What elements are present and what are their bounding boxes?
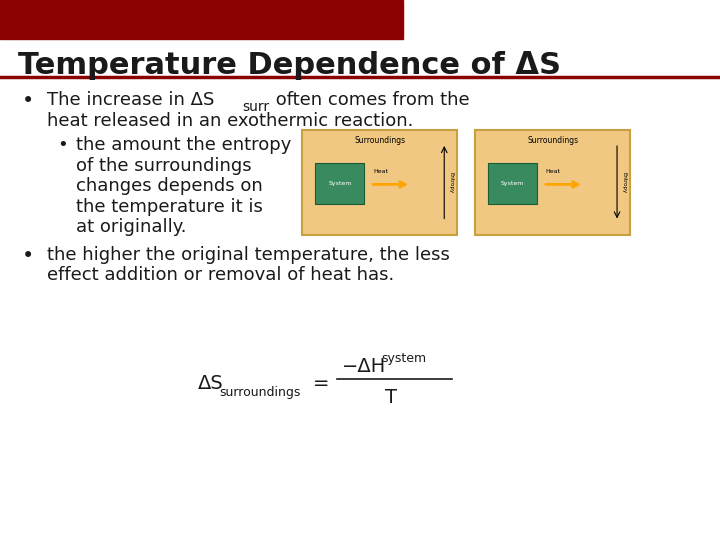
Text: ΔS: ΔS: [198, 374, 224, 393]
Text: system: system: [382, 352, 427, 365]
Text: Surroundings: Surroundings: [354, 136, 405, 145]
Text: heat released in an exothermic reaction.: heat released in an exothermic reaction.: [47, 112, 413, 130]
Text: the higher the original temperature, the less: the higher the original temperature, the…: [47, 246, 450, 264]
Text: the temperature it is: the temperature it is: [76, 198, 263, 215]
Text: surr: surr: [243, 100, 270, 114]
Text: the amount the entropy: the amount the entropy: [76, 136, 291, 154]
Text: changes depends on: changes depends on: [76, 177, 262, 195]
Text: •: •: [22, 91, 34, 111]
Text: The increase in ΔS: The increase in ΔS: [47, 91, 214, 109]
Text: effect addition or removal of heat has.: effect addition or removal of heat has.: [47, 266, 394, 284]
Text: Entropy: Entropy: [621, 172, 626, 193]
Text: Heat: Heat: [373, 169, 388, 174]
Text: surroundings: surroundings: [220, 386, 301, 399]
Bar: [315, 163, 364, 204]
Text: T: T: [385, 388, 397, 408]
Text: Surroundings: Surroundings: [527, 136, 578, 145]
Text: System: System: [501, 181, 524, 186]
Text: often comes from the: often comes from the: [270, 91, 469, 109]
Text: −ΔH: −ΔH: [342, 356, 386, 376]
Text: at originally.: at originally.: [76, 218, 186, 236]
Bar: [0, 0, 403, 39]
Text: of the surroundings: of the surroundings: [76, 157, 251, 174]
Text: System: System: [328, 181, 351, 186]
Bar: [488, 163, 537, 204]
Text: Entropy: Entropy: [449, 172, 454, 193]
Text: Heat: Heat: [546, 169, 561, 174]
Bar: [302, 130, 457, 235]
Text: •: •: [22, 246, 34, 266]
Text: •: •: [58, 136, 68, 154]
Bar: [475, 130, 630, 235]
Text: Temperature Dependence of ΔS: Temperature Dependence of ΔS: [18, 51, 561, 80]
Text: =: =: [313, 374, 330, 393]
